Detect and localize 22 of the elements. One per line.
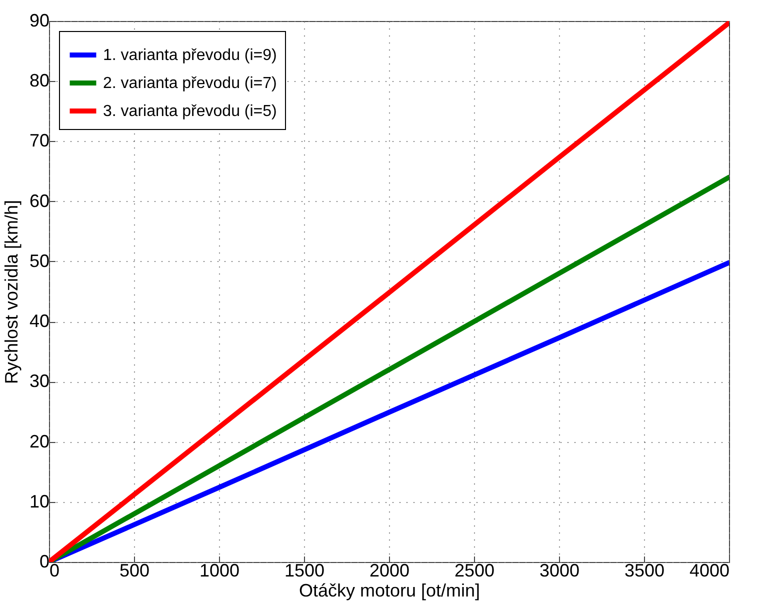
legend-label: 3. varianta převodu (i=5): [103, 103, 277, 120]
x-tick-label: 2500: [454, 560, 495, 580]
x-tick-label: 1000: [199, 560, 240, 580]
x-tick-label: 1500: [284, 560, 325, 580]
x-tick-label: 3500: [624, 560, 665, 580]
y-tick-label: 50: [29, 250, 50, 271]
x-tick-label: 2000: [369, 560, 410, 580]
legend-label: 2. varianta převodu (i=7): [103, 75, 277, 92]
x-tick-label: 500: [119, 560, 150, 580]
y-tick-label: 40: [29, 311, 50, 332]
y-tick-label: 30: [29, 371, 50, 392]
y-tick-label: 20: [29, 431, 50, 452]
y-tick-label: 10: [29, 491, 50, 512]
legend-label: 1. varianta převodu (i=9): [103, 47, 277, 64]
y-tick-label: 80: [29, 70, 50, 91]
x-axis-title: Otáčky motoru [ot/min]: [298, 580, 480, 600]
y-tick-label: 60: [29, 190, 50, 211]
y-tick-label: 90: [29, 10, 50, 30]
x-tick-label: 4000: [689, 560, 730, 580]
y-tick-label: 70: [29, 130, 50, 151]
y-axis-title: Rychlost vozidla [km/h]: [1, 200, 22, 384]
x-tick-label: 3000: [539, 560, 580, 580]
